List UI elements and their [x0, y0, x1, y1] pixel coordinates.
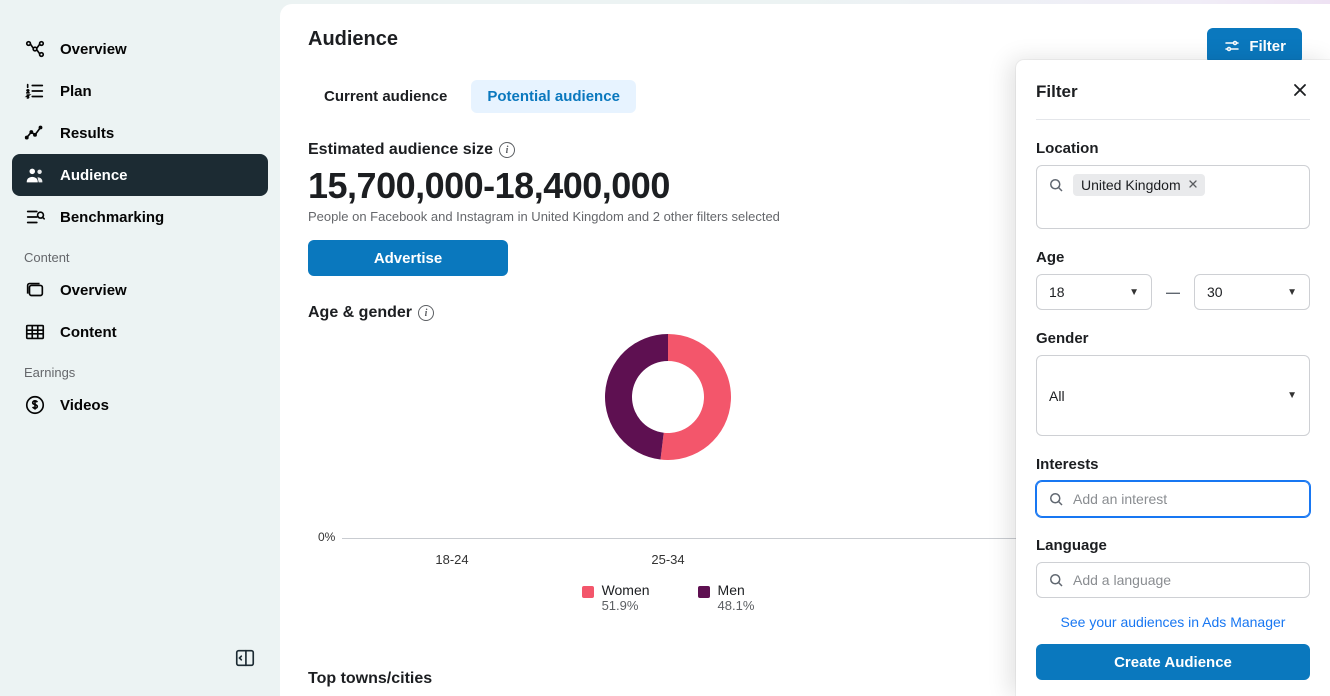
language-input[interactable]: [1036, 562, 1310, 598]
axis-zero-label: 0%: [318, 530, 335, 544]
caret-down-icon: ▼: [1287, 390, 1297, 401]
language-text-field[interactable]: [1073, 572, 1299, 588]
gender-value: All: [1049, 388, 1065, 404]
filter-button[interactable]: Filter: [1207, 28, 1302, 64]
sidebar-item-overview[interactable]: Overview: [12, 28, 268, 70]
legend-percent: 51.9%: [602, 598, 650, 613]
sidebar-item-label: Results: [60, 125, 114, 142]
legend-item: Men48.1%: [698, 582, 755, 613]
sidebar-item-label: Videos: [60, 397, 109, 414]
gender-label: Gender: [1036, 330, 1310, 347]
sidebar-section-content: Content: [12, 238, 268, 269]
filter-panel-title: Filter: [1036, 82, 1078, 102]
list-numbered-icon: [24, 80, 46, 102]
legend-percent: 48.1%: [718, 598, 755, 613]
gender-donut-chart: [605, 334, 731, 460]
sidebar: Overview Plan Results: [0, 0, 280, 696]
info-icon[interactable]: i: [499, 142, 515, 158]
age-label: Age: [1036, 249, 1310, 266]
sidebar-item-label: Plan: [60, 83, 92, 100]
sidebar-item-content-overview[interactable]: Overview: [12, 269, 268, 311]
location-input[interactable]: United Kingdom: [1036, 165, 1310, 229]
sidebar-item-plan[interactable]: Plan: [12, 70, 268, 112]
interests-label: Interests: [1036, 456, 1310, 473]
search-icon: [1047, 490, 1065, 508]
sidebar-item-label: Content: [60, 324, 117, 341]
filter-panel: Filter Location United Kingdom: [1016, 60, 1330, 696]
interests-text-field[interactable]: [1073, 491, 1299, 507]
chart-legend: Women51.9% Men48.1%: [308, 582, 1028, 613]
cards-icon: [24, 279, 46, 301]
close-icon[interactable]: [1290, 80, 1310, 103]
legend-label: Men: [718, 582, 755, 598]
sidebar-item-label: Audience: [60, 167, 128, 184]
gender-select[interactable]: All ▼: [1036, 355, 1310, 436]
sidebar-item-results[interactable]: Results: [12, 112, 268, 154]
chip-label: United Kingdom: [1081, 177, 1181, 193]
info-icon[interactable]: i: [418, 305, 434, 321]
collapse-sidebar-icon[interactable]: [234, 647, 256, 672]
sidebar-item-label: Overview: [60, 41, 127, 58]
line-up-icon: [24, 122, 46, 144]
sidebar-item-label: Overview: [60, 282, 127, 299]
interests-input[interactable]: [1036, 481, 1310, 517]
age-to-value: 30: [1207, 284, 1223, 300]
dollar-icon: [24, 394, 46, 416]
axis-tick: 25-34: [651, 552, 684, 567]
axis-tick: 18-24: [435, 552, 468, 567]
people-icon: [24, 164, 46, 186]
chart-axis: 0%: [308, 534, 1028, 550]
age-range-dash: —: [1166, 284, 1180, 300]
location-chip[interactable]: United Kingdom: [1073, 174, 1205, 196]
top-towns-heading: Top towns/cities: [308, 670, 432, 688]
tab-current-audience[interactable]: Current audience: [308, 80, 463, 113]
page-title: Audience: [308, 28, 398, 51]
location-label: Location: [1036, 140, 1310, 157]
create-audience-button[interactable]: Create Audience: [1036, 644, 1310, 680]
legend-label: Women: [602, 582, 650, 598]
legend-item: Women51.9%: [582, 582, 650, 613]
sidebar-section-earnings: Earnings: [12, 353, 268, 384]
main-content: Audience Filter Current audience Potenti…: [280, 4, 1330, 696]
legend-swatch: [582, 586, 594, 598]
sidebar-item-content[interactable]: Content: [12, 311, 268, 353]
search-icon: [1047, 571, 1065, 589]
chip-remove-icon[interactable]: [1187, 177, 1199, 193]
age-to-select[interactable]: 30 ▼: [1194, 274, 1310, 310]
filter-button-label: Filter: [1249, 38, 1286, 55]
legend-swatch: [698, 586, 710, 598]
ads-manager-link[interactable]: See your audiences in Ads Manager: [1036, 614, 1310, 630]
sliders-icon: [1223, 37, 1241, 55]
sidebar-item-benchmarking[interactable]: Benchmarking: [12, 196, 268, 238]
sidebar-item-audience[interactable]: Audience: [12, 154, 268, 196]
age-from-select[interactable]: 18 ▼: [1036, 274, 1152, 310]
table-icon: [24, 321, 46, 343]
nodes-icon: [24, 38, 46, 60]
age-from-value: 18: [1049, 284, 1065, 300]
search-icon: [1047, 176, 1065, 194]
axis-ticks: 18-24 25-34: [308, 552, 1028, 570]
advertise-button[interactable]: Advertise: [308, 240, 508, 276]
benchmarking-icon: [24, 206, 46, 228]
caret-down-icon: ▼: [1129, 287, 1139, 298]
tab-potential-audience[interactable]: Potential audience: [471, 80, 636, 113]
sidebar-item-videos[interactable]: Videos: [12, 384, 268, 426]
caret-down-icon: ▼: [1287, 287, 1297, 298]
language-label: Language: [1036, 537, 1310, 554]
sidebar-item-label: Benchmarking: [60, 209, 164, 226]
